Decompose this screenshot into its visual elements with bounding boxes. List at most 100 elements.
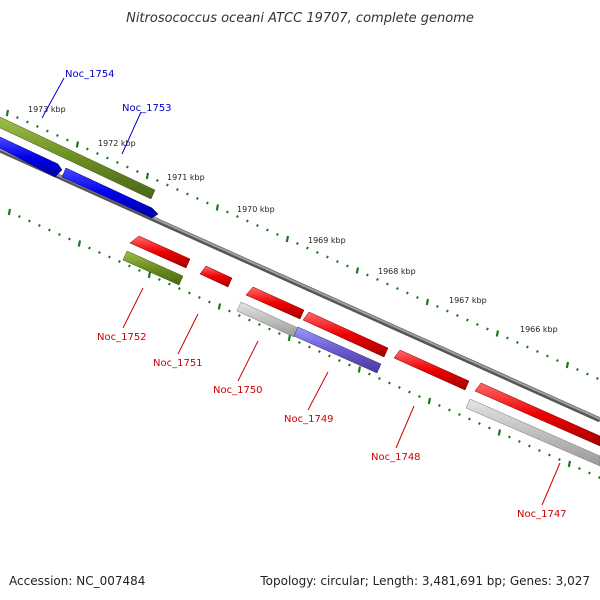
inner-minor-tick [257, 322, 261, 327]
inner-major-tick [567, 460, 572, 468]
outer-tick-ring [5, 109, 599, 381]
cds-noc-1754[interactable] [0, 136, 63, 178]
inner-minor-tick [547, 453, 551, 457]
outer-minor-tick [55, 133, 59, 138]
outer-minor-tick [515, 340, 519, 345]
outer-minor-tick [475, 322, 479, 327]
inner-minor-tick [417, 394, 421, 399]
inner-minor-tick [477, 421, 481, 426]
outer-minor-tick [105, 156, 109, 160]
tick-label-1966: 1966 kbp [520, 325, 558, 334]
outer-minor-tick [245, 219, 249, 223]
feature-noc-1747[interactable] [465, 398, 600, 467]
outer-minor-tick [135, 169, 139, 174]
gene-label-noc-1751[interactable]: Noc_1751 [153, 358, 203, 369]
gene-label-noc-1750[interactable]: Noc_1750 [213, 385, 263, 396]
tick-labels: 1973 kbp 1972 kbp 1971 kbp 1970 kbp 1969… [28, 105, 558, 334]
cds-noc-1752[interactable] [129, 235, 191, 269]
inner-minor-tick [527, 444, 531, 448]
outer-minor-tick [305, 246, 309, 250]
cds-noc-1753[interactable] [61, 167, 159, 219]
outer-minor-tick [45, 129, 49, 133]
label-leader-lines [41, 77, 561, 506]
gene-feature-noc-1752[interactable] [122, 250, 184, 286]
inner-minor-tick [157, 277, 161, 282]
cds-noc-1747[interactable] [474, 382, 600, 447]
inner-minor-tick [577, 466, 581, 471]
outer-minor-tick [375, 277, 379, 282]
outer-minor-tick [525, 345, 529, 349]
inner-minor-tick [57, 232, 61, 237]
inner-minor-tick [247, 318, 251, 322]
outer-minor-tick [185, 192, 189, 196]
outer-minor-tick [15, 115, 19, 120]
inner-major-tick [287, 334, 292, 342]
cds-noc-1750[interactable] [245, 286, 305, 320]
outer-minor-tick [65, 138, 69, 142]
gene-label-noc-1747[interactable]: Noc_1747 [517, 509, 567, 520]
outer-major-tick [145, 172, 150, 180]
inner-minor-tick [27, 219, 31, 223]
gene-label-noc-1752[interactable]: Noc_1752 [97, 332, 147, 343]
inner-minor-tick [507, 435, 511, 439]
gene-label-noc-1754[interactable]: Noc_1754 [65, 69, 115, 80]
outer-major-tick [285, 235, 290, 243]
inner-minor-tick [107, 255, 111, 259]
forward-strand-features [0, 116, 159, 219]
inner-minor-tick [377, 376, 381, 381]
outer-minor-tick [395, 286, 399, 291]
tick-label-1972: 1972 kbp [98, 139, 136, 148]
inner-minor-tick [297, 340, 301, 345]
inner-minor-tick [37, 223, 41, 228]
inner-minor-tick [307, 345, 311, 349]
inner-minor-tick [167, 282, 171, 286]
outer-major-tick [355, 267, 360, 274]
outer-minor-tick [275, 232, 279, 237]
rna-noc-1749[interactable] [293, 326, 382, 374]
gene-label-noc-1753[interactable]: Noc_1753 [122, 103, 172, 114]
inner-minor-tick [327, 354, 331, 358]
outer-minor-tick [25, 120, 29, 124]
inner-major-tick [497, 429, 502, 436]
outer-minor-tick [155, 178, 159, 183]
gene-label-noc-1749[interactable]: Noc_1749 [284, 414, 334, 425]
gene-feature-noc-1754[interactable] [0, 116, 156, 200]
inner-minor-tick [137, 268, 141, 273]
inner-minor-tick [337, 358, 341, 363]
reverse-strand-features [122, 235, 600, 467]
outer-minor-tick [225, 210, 229, 214]
outer-minor-tick [455, 313, 459, 318]
inner-minor-tick [117, 259, 121, 264]
outer-minor-tick [535, 349, 539, 354]
inner-minor-tick [557, 457, 561, 462]
outer-minor-tick [465, 318, 469, 322]
inner-tick-ring [7, 208, 600, 480]
outer-minor-tick [335, 259, 339, 264]
inner-minor-tick [47, 228, 51, 232]
outer-minor-tick [95, 151, 99, 156]
outer-minor-tick [505, 336, 509, 340]
inner-minor-tick [437, 403, 441, 408]
outer-minor-tick [255, 223, 259, 228]
cds-noc-1748[interactable] [393, 349, 470, 391]
tick-label-1971: 1971 kbp [167, 173, 205, 182]
outer-minor-tick [345, 264, 349, 268]
outer-major-tick [215, 204, 220, 211]
inner-minor-tick [367, 372, 371, 376]
feature-noc-1750[interactable] [236, 301, 299, 338]
outer-minor-tick [175, 187, 179, 192]
tick-label-1968: 1968 kbp [378, 267, 416, 276]
inner-minor-tick [17, 214, 21, 219]
inner-minor-tick [267, 327, 271, 331]
inner-minor-tick [87, 246, 91, 250]
tick-label-1970: 1970 kbp [237, 205, 275, 214]
outer-minor-tick [595, 376, 599, 381]
inner-minor-tick [467, 417, 471, 421]
cds-noc-1749[interactable] [302, 311, 389, 358]
cds-noc-1751[interactable] [199, 265, 233, 288]
inner-major-tick [217, 303, 222, 310]
gene-label-noc-1748[interactable]: Noc_1748 [371, 452, 421, 463]
outer-minor-tick [85, 147, 89, 151]
